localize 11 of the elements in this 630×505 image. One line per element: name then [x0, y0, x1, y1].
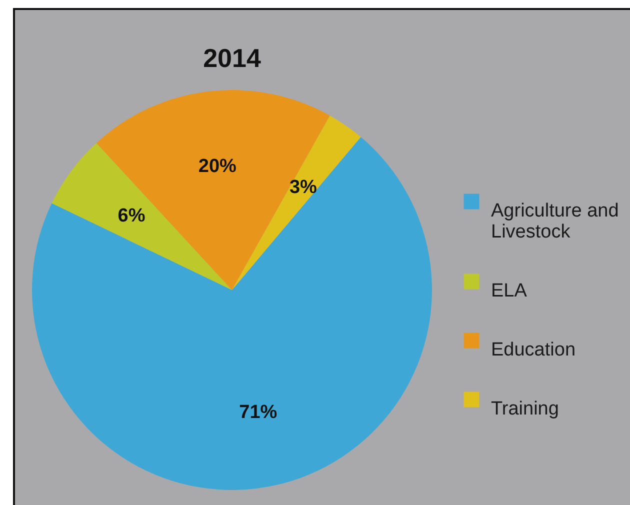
legend-label: Training [491, 398, 559, 420]
data-label: 20% [198, 156, 237, 177]
data-label: 71% [239, 402, 278, 424]
chart-title: 2014 [203, 43, 262, 73]
pie-slice [32, 137, 432, 490]
pie-slice [96, 90, 330, 290]
legend-label: Agriculture and Livestock [491, 200, 619, 242]
legend-label: Education [491, 340, 576, 360]
data-label: 3% [289, 177, 318, 198]
data-label: 6% [118, 206, 146, 227]
legend-label: ELA [491, 280, 528, 302]
